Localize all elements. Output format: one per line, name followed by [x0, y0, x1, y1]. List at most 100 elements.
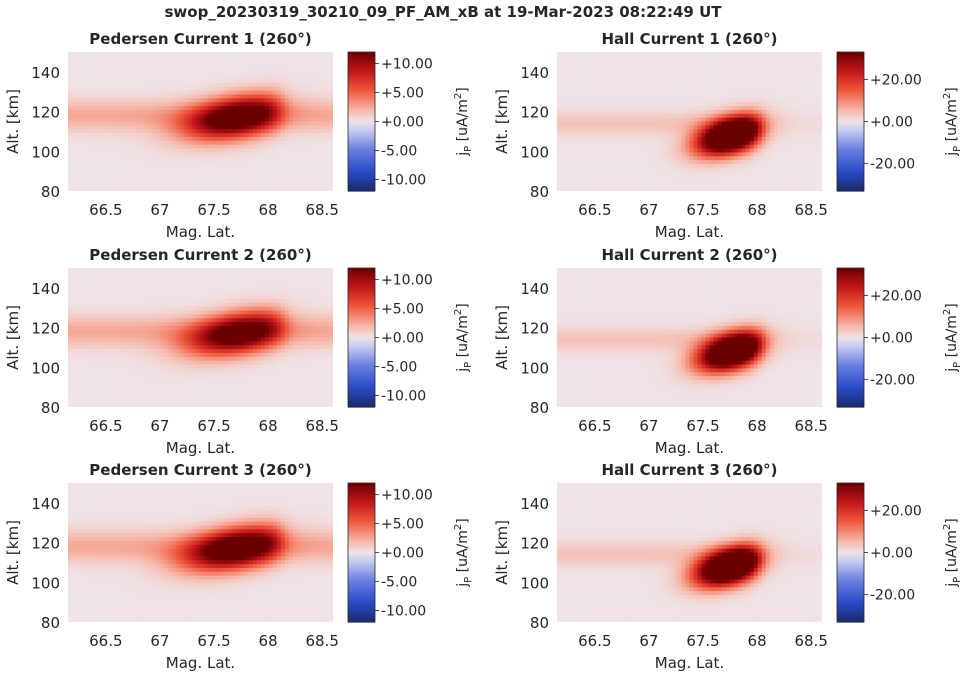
- colorbar-segment: [837, 119, 864, 123]
- heatmap-cell: [100, 98, 105, 103]
- heatmap-cell: [100, 144, 105, 150]
- heatmap-cell: [777, 160, 783, 165]
- colorbar-segment: [348, 167, 375, 170]
- heatmap-cell: [172, 152, 178, 157]
- heatmap-cell: [761, 144, 767, 150]
- heatmap-cell: [300, 125, 306, 130]
- heatmap-cell: [308, 136, 314, 142]
- heatmap-cell: [240, 75, 246, 80]
- heatmap-cell: [705, 171, 711, 177]
- heatmap-cell: [713, 144, 719, 150]
- heatmap-cell: [677, 167, 683, 173]
- heatmap-cell: [817, 144, 822, 150]
- heatmap-cell: [276, 109, 282, 115]
- x-tick-label: 68.5: [305, 201, 338, 219]
- heatmap-cell: [613, 94, 618, 99]
- heatmap-cell: [264, 79, 270, 84]
- heatmap-cell: [689, 121, 695, 126]
- heatmap-cell: [160, 171, 165, 177]
- heatmap-cell: [172, 67, 178, 72]
- heatmap-cell: [689, 133, 695, 138]
- heatmap-cell: [809, 82, 815, 88]
- heatmap-cell: [649, 67, 654, 72]
- heatmap-cell: [184, 86, 190, 92]
- colorbar-segment: [837, 135, 864, 138]
- heatmap-cell: [641, 71, 646, 76]
- heatmap-cell: [605, 71, 610, 76]
- heatmap-cell: [236, 106, 242, 111]
- heatmap-cell: [156, 75, 161, 80]
- heatmap-cell: [709, 167, 715, 173]
- heatmap-cell: [68, 63, 73, 69]
- heatmap-cell: [68, 167, 73, 173]
- heatmap-cell: [613, 152, 618, 157]
- heatmap-cell: [124, 90, 129, 96]
- heatmap-cell: [721, 179, 727, 184]
- heatmap-cell: [104, 82, 109, 88]
- heatmap-cell: [216, 163, 222, 169]
- heatmap-cell: [304, 86, 310, 92]
- heatmap-cell: [244, 160, 250, 165]
- heatmap-cell: [761, 86, 767, 92]
- heatmap-cell: [184, 171, 190, 177]
- heatmap-cell: [72, 52, 77, 57]
- heatmap-cell: [228, 109, 234, 115]
- heatmap-cell: [196, 82, 202, 88]
- heatmap-cell: [737, 55, 743, 61]
- heatmap-cell: [557, 163, 562, 169]
- heatmap-cell: [677, 75, 683, 80]
- heatmap-cell: [709, 109, 715, 115]
- heatmap-cell: [188, 121, 194, 126]
- heatmap-cell: [276, 117, 282, 123]
- heatmap-cell: [637, 90, 642, 96]
- heatmap-cell: [593, 179, 598, 184]
- heatmap-cell: [701, 163, 707, 169]
- heatmap-cell: [132, 117, 137, 123]
- heatmap-cell: [172, 167, 178, 173]
- heatmap-cell: [144, 63, 149, 69]
- heatmap-cell: [112, 113, 117, 119]
- heatmap-cell: [80, 129, 85, 134]
- heatmap-cell: [232, 144, 238, 150]
- heatmap-cell: [68, 125, 73, 130]
- heatmap-cell: [160, 167, 165, 173]
- heatmap-cell: [84, 102, 89, 107]
- heatmap-cell: [785, 183, 791, 188]
- heatmap-cell: [96, 82, 101, 88]
- heatmap-cell: [717, 52, 723, 57]
- heatmap-cell: [629, 156, 634, 161]
- heatmap-cell: [272, 113, 278, 119]
- heatmap-cell: [785, 63, 791, 69]
- heatmap-cell: [244, 133, 250, 138]
- heatmap-cell: [565, 109, 570, 115]
- heatmap-cell: [280, 71, 286, 76]
- heatmap-cell: [308, 90, 314, 96]
- colorbar-segment: [837, 137, 864, 140]
- heatmap-cell: [284, 125, 290, 130]
- heatmap-cell: [256, 86, 262, 92]
- heatmap-cell: [789, 71, 795, 76]
- heatmap-cell: [801, 90, 807, 96]
- heatmap-cell: [649, 175, 654, 181]
- heatmap-cell: [72, 325, 77, 331]
- heatmap-cell: [757, 106, 763, 111]
- heatmap-cell: [657, 94, 662, 99]
- heatmap-cell: [789, 102, 795, 107]
- heatmap-cell: [96, 175, 101, 181]
- heatmap-cell: [240, 133, 246, 138]
- heatmap-cell: [248, 136, 254, 142]
- heatmap-cell: [661, 183, 667, 188]
- heatmap-cell: [136, 125, 141, 130]
- heatmap-cell: [613, 71, 618, 76]
- heatmap-cell: [689, 140, 695, 146]
- heatmap-cell: [124, 152, 129, 157]
- heatmap-cell: [697, 179, 703, 184]
- heatmap-cell: [573, 106, 578, 111]
- heatmap-cell: [709, 52, 715, 57]
- heatmap-cell: [805, 90, 811, 96]
- heatmap-cell: [753, 133, 759, 138]
- heatmap-cell: [785, 94, 791, 99]
- heatmap-cell: [240, 98, 246, 103]
- heatmap-cell: [176, 183, 182, 188]
- heatmap-cell: [240, 140, 246, 146]
